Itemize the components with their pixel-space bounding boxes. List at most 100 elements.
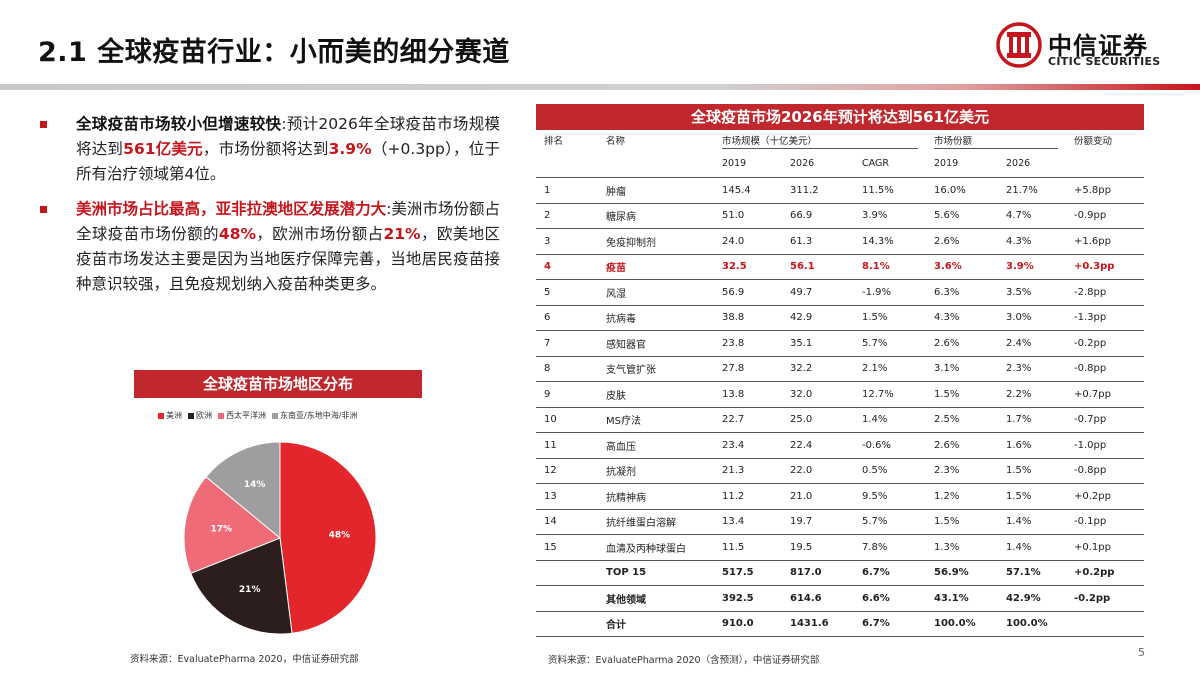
cell-name: 血清及丙种球蛋白 (606, 543, 686, 555)
cell-share-2026: 2.4% (1006, 337, 1032, 349)
cell-cagr: 6.6% (862, 592, 890, 604)
cell-name: 合计 (606, 620, 626, 632)
cell-share-2026: 1.5% (1006, 490, 1032, 502)
cell-share-2026: 2.2% (1006, 388, 1032, 400)
pie-slice-label: 17% (210, 525, 232, 535)
cell-share-2019: 5.6% (934, 210, 960, 222)
cell-cagr: 1.5% (862, 312, 888, 324)
pie-slice (279, 441, 377, 634)
cell-cagr: 1.4% (862, 414, 888, 426)
legend-swatch (218, 412, 224, 419)
cell-share-2026: 2.3% (1006, 363, 1032, 375)
cell-cagr: 6.7% (862, 567, 890, 579)
table-row: 11 高血压 23.4 22.4 -0.6% 2.6% 1.6% -1.0pp (536, 433, 1144, 459)
logo-english-name: CITIC SECURITIES (1048, 55, 1161, 68)
cell-size-2026: 25.0 (790, 414, 813, 426)
cell-cagr: 5.7% (862, 516, 888, 528)
legend-label: 西太平洋洲 (226, 411, 266, 420)
cell-cagr: 3.9% (862, 210, 888, 222)
subheader-share-2019: 2019 (934, 158, 959, 169)
cell-share-change: +0.1pp (1074, 541, 1111, 553)
cell-cagr: 6.7% (862, 618, 890, 630)
legend-swatch (158, 412, 164, 419)
cell-rank: 11 (544, 439, 557, 451)
cell-cagr: 8.1% (862, 261, 890, 273)
page-title: 2.1 全球疫苗行业：小而美的细分赛道 (38, 37, 510, 68)
header-market-size: 市场规模（十亿美元） (722, 136, 818, 147)
bullet-lead: 全球疫苗市场较小但增速较快 (76, 115, 282, 133)
cell-size-2019: 21.3 (722, 465, 745, 477)
legend-item: 西太平洋洲 (218, 410, 266, 421)
cell-name: TOP 15 (606, 567, 647, 579)
cell-share-2019: 6.3% (934, 286, 960, 298)
cell-share-2026: 21.7% (1006, 184, 1038, 196)
pie-chart-title: 全球疫苗市场地区分布 (134, 370, 422, 398)
cell-size-2026: 32.2 (790, 363, 813, 375)
cell-size-2019: 145.4 (722, 184, 751, 196)
subheader-size-2019: 2019 (722, 158, 747, 169)
bullet-text: :美洲市场份额占全球疫苗市场份额的 (76, 200, 500, 243)
cell-size-2026: 35.1 (790, 337, 813, 349)
cell-rank: 3 (544, 235, 551, 247)
cell-name: 肿瘤 (606, 186, 626, 198)
cell-size-2026: 66.9 (790, 210, 813, 222)
cell-cagr: 0.5% (862, 465, 888, 477)
subheader-cagr: CAGR (862, 158, 889, 169)
table-row: 14 抗纤维蛋白溶解 13.4 19.7 5.7% 1.5% 1.4% -0.1pp (536, 510, 1144, 535)
header-rank: 排名 (544, 136, 564, 147)
cell-share-2026: 1.4% (1006, 541, 1032, 553)
cell-size-2026: 49.7 (790, 286, 813, 298)
cell-cagr: 2.1% (862, 363, 888, 375)
cell-share-2019: 16.0% (934, 184, 966, 196)
cell-share-change: +5.8pp (1074, 184, 1111, 196)
cell-share-change: -0.2pp (1074, 592, 1111, 604)
bullet-marker (40, 206, 47, 213)
cell-size-2019: 56.9 (722, 286, 745, 298)
cell-size-2026: 311.2 (790, 184, 819, 196)
cell-size-2019: 32.5 (722, 261, 747, 273)
cell-share-2019: 2.5% (934, 414, 960, 426)
cell-name: 糖尿病 (606, 212, 636, 224)
cell-rank: 1 (544, 184, 551, 196)
cell-share-change: -0.9pp (1074, 210, 1107, 222)
cell-name: 风湿 (606, 288, 626, 300)
cell-size-2019: 11.2 (722, 490, 745, 502)
legend-label: 东南亚/东地中海/非洲 (280, 411, 358, 420)
cell-size-2019: 13.8 (722, 388, 745, 400)
cell-name: 支气管扩张 (606, 365, 656, 377)
bullet-text: ，市场份额将达到 (202, 140, 329, 158)
table-row: 12 抗凝剂 21.3 22.0 0.5% 2.3% 1.5% -0.8pp (536, 459, 1144, 484)
cell-share-2019: 3.6% (934, 261, 962, 273)
cell-size-2026: 22.0 (790, 465, 813, 477)
header-group-underline (722, 148, 918, 149)
cell-share-change: +1.6pp (1074, 235, 1111, 247)
cell-share-change: +0.7pp (1074, 388, 1111, 400)
cell-share-2019: 1.5% (934, 516, 960, 528)
bullet-item: 全球疫苗市场较小但增速较快:预计2026年全球疫苗市场规模将达到561亿美元，市… (40, 112, 500, 187)
table-row: 6 抗病毒 38.8 42.9 1.5% 4.3% 3.0% -1.3pp (536, 306, 1144, 331)
header-share-change: 份额变动 (1074, 136, 1113, 147)
cell-share-2019: 3.1% (934, 363, 960, 375)
cell-share-2019: 1.2% (934, 490, 960, 502)
table-row: 13 抗精神病 11.2 21.0 9.5% 1.2% 1.5% +0.2pp (536, 484, 1144, 510)
cell-name: 免疫抑制剂 (606, 237, 656, 249)
bullet-highlight: 561亿美元 (123, 140, 203, 158)
cell-cagr: 11.5% (862, 184, 894, 196)
cell-size-2019: 392.5 (722, 592, 754, 604)
table-header-row: 排名 名称 市场规模（十亿美元） 市场份额 份额变动 (536, 130, 1144, 150)
legend-label: 欧洲 (196, 411, 212, 420)
cell-size-2026: 1431.6 (790, 618, 829, 630)
pie-legend: 美洲 欧洲 西太平洋洲 东南亚/东地中海/非洲 (158, 410, 357, 421)
region-pie-chart: 48% 21% 17% 14% (183, 441, 377, 635)
cell-share-change: -0.8pp (1074, 465, 1107, 477)
header-name: 名称 (606, 136, 626, 147)
cell-size-2026: 19.7 (790, 516, 813, 528)
bullet-lead: 美洲市场占比最高，亚非拉澳地区发展潜力大 (76, 200, 387, 218)
table-row: 15 血清及丙种球蛋白 11.5 19.5 7.8% 1.3% 1.4% +0.1pp (536, 535, 1144, 561)
table-row: 4 疫苗 32.5 56.1 8.1% 3.6% 3.9% +0.3pp (536, 255, 1144, 280)
bullet-highlight: 21% (383, 225, 421, 243)
legend-swatch (272, 412, 278, 419)
bullet-item: 美洲市场占比最高，亚非拉澳地区发展潜力大:美洲市场份额占全球疫苗市场份额的48%… (40, 197, 500, 297)
header-divider (0, 84, 1200, 90)
bullet-text: （+0.3pp），位于所有治疗领域第4位。 (76, 140, 500, 183)
